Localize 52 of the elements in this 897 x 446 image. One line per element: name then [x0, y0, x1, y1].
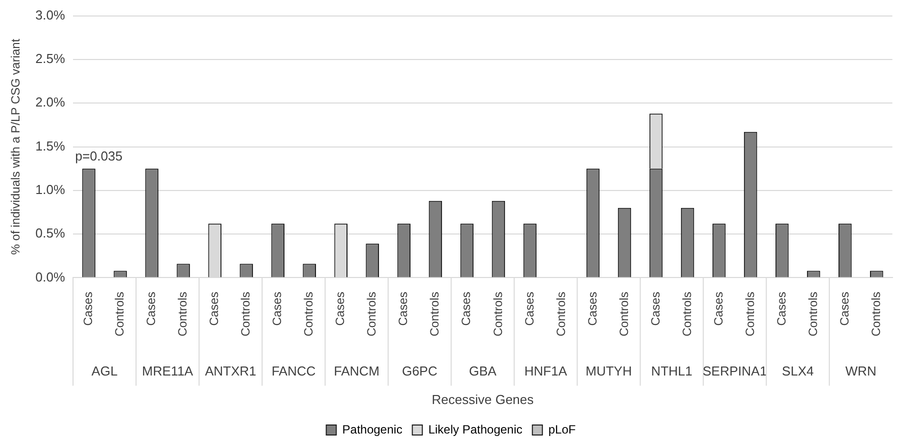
x-tick-label: Controls [428, 292, 442, 336]
y-tick-label: 1.0% [35, 182, 66, 197]
x-tick-label: Controls [490, 292, 505, 336]
x-tick-label: Controls [112, 292, 127, 336]
x-tick-label: Cases [774, 292, 788, 326]
text: MRE11A [142, 363, 194, 378]
x-tick-label: Cases [396, 292, 410, 326]
x-tick-label: Controls [616, 292, 631, 336]
x-tick-label: Cases [711, 292, 726, 326]
x-tick-label: Controls [868, 292, 883, 336]
legend-label: pLoF [548, 422, 576, 436]
x-tick-label: Cases [585, 292, 600, 326]
x-tick-label: Controls [302, 292, 316, 336]
text: ANTXR1 [204, 363, 256, 378]
text: SERPINA1 [702, 363, 767, 378]
text: FANCC [272, 363, 316, 378]
annotation: p=0.035 [75, 148, 122, 164]
x-tick-label: Cases [837, 292, 852, 326]
y-tick-label: 0.5% [35, 226, 66, 241]
x-tick-label: Controls [238, 292, 253, 336]
text: SLX4 [782, 363, 814, 378]
x-tick-label: Controls [806, 292, 820, 336]
x-tick-label: Cases [522, 292, 536, 326]
x-tick-label: Controls [742, 292, 757, 336]
x-tick-label: Controls [554, 292, 568, 336]
text: NTHL1 [651, 363, 692, 378]
text: FANCM [334, 363, 380, 378]
y-axis-title: % of individuals with a P/LP CSG variant [8, 38, 23, 255]
text: MUTYH [586, 363, 632, 378]
x-tick-label: Cases [144, 292, 158, 326]
text: WRN [845, 363, 876, 378]
x-tick-label: Controls [176, 292, 190, 336]
x-tick-label: Controls [364, 292, 379, 336]
legend-label: Likely Pathogenic [428, 422, 522, 436]
x-tick-label: Controls [680, 292, 694, 336]
x-tick-label: Cases [81, 292, 96, 326]
text: G6PC [402, 363, 438, 378]
x-tick-label: Cases [270, 292, 284, 326]
text: AGL [92, 363, 118, 378]
y-tick-label: 1.5% [35, 138, 66, 154]
text: GBA [468, 363, 497, 378]
y-tick-label: 0.0% [35, 269, 66, 284]
text: HNF1A [524, 363, 568, 378]
y-tick-label: 2.5% [35, 51, 66, 66]
x-tick-label: Cases [648, 292, 662, 326]
y-tick-label: 2.0% [35, 94, 66, 110]
x-tick-label: Cases [333, 292, 348, 326]
x-tick-label: Cases [207, 292, 222, 326]
y-tick-label: 3.0% [35, 7, 66, 22]
x-tick-label: Cases [459, 292, 474, 326]
x-axis-title: Recessive Genes [432, 392, 534, 407]
legend-label: Pathogenic [342, 422, 402, 436]
